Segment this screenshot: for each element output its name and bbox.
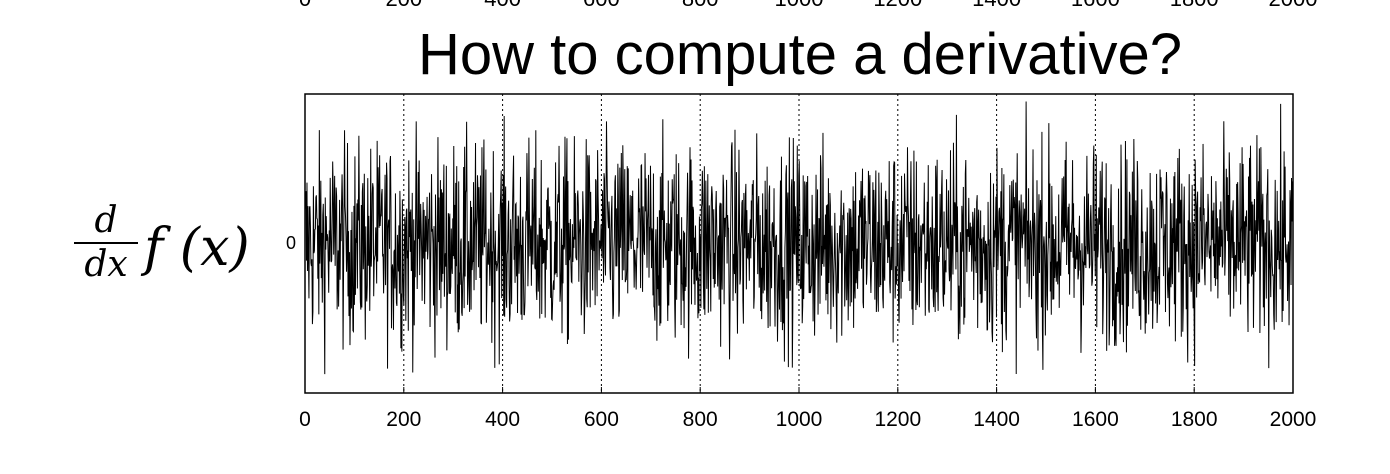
top-strip-tick-2000: 2000 (1269, 0, 1318, 12)
x-tick-label-200: 200 (386, 408, 421, 431)
fraction-denominator: dx (84, 244, 128, 285)
x-tick-label-400: 400 (485, 408, 520, 431)
top-strip-tick-1800: 1800 (1170, 0, 1219, 12)
signal-line (304, 101, 1294, 375)
top-strip-tick-1600: 1600 (1071, 0, 1120, 12)
x-tick-label-0: 0 (299, 408, 311, 431)
function-label: f (x) (144, 218, 250, 278)
top-strip-tick-200: 200 (385, 0, 422, 12)
top-strip-tick-labels: 0 200 400 600 800 1000 1200 1400 1600 1800 2000 (300, 0, 1345, 14)
page-title: How to compute a derivative? (417, 22, 1183, 87)
top-strip-tick-800: 800 (682, 0, 719, 12)
top-strip-tick-1200: 1200 (873, 0, 922, 12)
x-tick-label-1200: 1200 (874, 408, 921, 431)
x-tick-label-800: 800 (683, 408, 718, 431)
x-tick-label-1000: 1000 (776, 408, 823, 431)
top-strip-tick-1400: 1400 (972, 0, 1021, 12)
fraction-bar (74, 242, 138, 244)
x-tick-label-1600: 1600 (1072, 408, 1119, 431)
y-tick-label-0: 0 (286, 233, 297, 253)
top-strip-tick-0: 0 (300, 0, 311, 12)
fraction-numerator: d (94, 200, 118, 241)
top-strip-tick-400: 400 (484, 0, 521, 12)
x-tick-label-600: 600 (584, 408, 619, 431)
derivative-fraction: d dx (72, 200, 140, 286)
signal-series (304, 101, 1294, 375)
top-strip-tick-1000: 1000 (775, 0, 824, 12)
x-tick-label-1800: 1800 (1171, 408, 1218, 431)
x-tick-label-1400: 1400 (973, 408, 1020, 431)
top-strip-tick-600: 600 (583, 0, 620, 12)
x-tick-label-2000: 2000 (1270, 408, 1317, 431)
x-axis-ticks: 0 200 400 600 800 1000 1200 1400 1600 1800 2000 (299, 387, 1316, 431)
